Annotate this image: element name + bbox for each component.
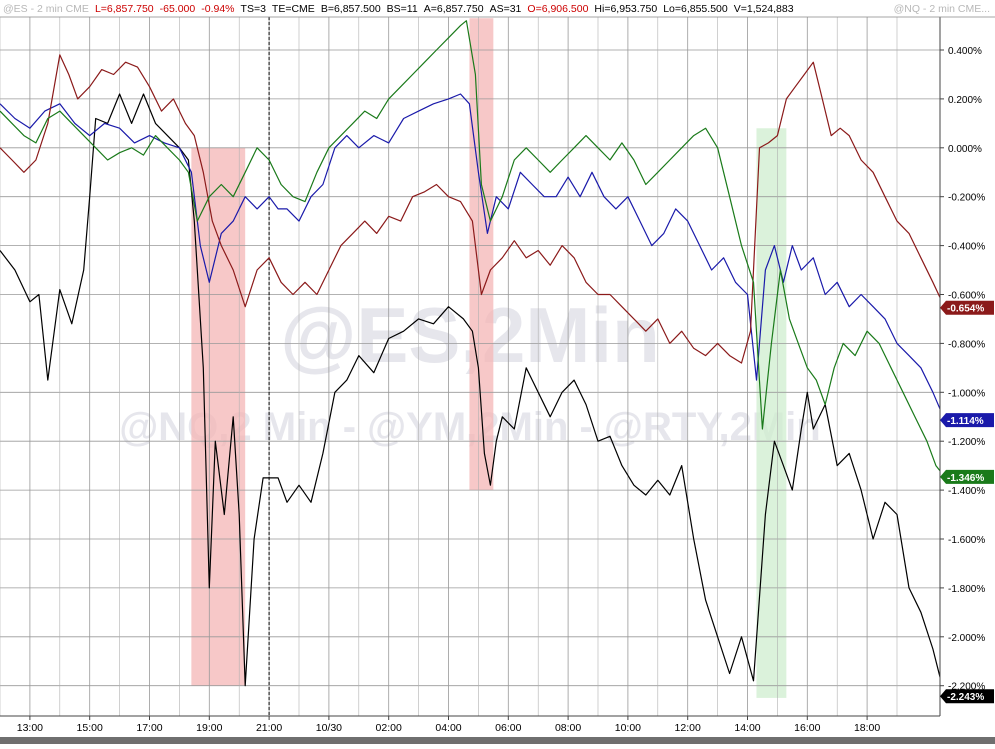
badge-bg bbox=[940, 469, 994, 484]
series-line-ym bbox=[0, 54, 946, 364]
y-tick-label: -0.800% bbox=[948, 339, 985, 350]
last-value-badge-rty: -1.346% bbox=[940, 469, 994, 484]
y-tick-label: 0.000% bbox=[948, 144, 982, 155]
x-tick-label: 19:00 bbox=[196, 722, 222, 734]
x-tick-label: 10/30 bbox=[316, 722, 342, 734]
x-tick-label: 13:00 bbox=[17, 722, 43, 734]
badge-text: -1.114% bbox=[947, 416, 984, 427]
header-field: AS=31 bbox=[490, 3, 522, 15]
x-tick-label: 16:00 bbox=[794, 722, 820, 734]
header-field: @ES - 2 min CME bbox=[3, 3, 89, 15]
header-field: O=6,906.500 bbox=[527, 3, 588, 15]
y-tick-label: -0.200% bbox=[948, 193, 985, 204]
y-tick-label: 0.400% bbox=[948, 46, 982, 57]
x-axis-scrollbar bbox=[0, 737, 995, 744]
header-field: A=6,857.750 bbox=[424, 3, 484, 15]
header-field: -65.000 bbox=[160, 3, 196, 15]
last-value-badge-es: -2.243% bbox=[940, 689, 994, 704]
x-tick-label: 17:00 bbox=[136, 722, 162, 734]
badge-text: -0.654% bbox=[947, 304, 984, 315]
header-field: TE=CME bbox=[272, 3, 315, 15]
y-tick-label: -1.800% bbox=[948, 584, 985, 595]
y-tick-label: -2.000% bbox=[948, 633, 985, 644]
x-tick-label: 06:00 bbox=[495, 722, 521, 734]
header-field: V=1,524,883 bbox=[734, 3, 794, 15]
header-field: BS=11 bbox=[387, 3, 418, 15]
x-tick-label: 21:00 bbox=[256, 722, 282, 734]
x-tick-label: 18:00 bbox=[854, 722, 880, 734]
y-tick-label: -1.600% bbox=[948, 535, 985, 546]
y-tick-label: -1.200% bbox=[948, 437, 985, 448]
header-field: B=6,857.500 bbox=[321, 3, 381, 15]
y-axis-bg bbox=[940, 17, 995, 716]
y-tick-label: -1.000% bbox=[948, 388, 985, 399]
y-tick-label: 0.200% bbox=[948, 95, 982, 106]
header-quote-text: @ES - 2 min CME L=6,857.750 -65.000 -0.94% T… bbox=[3, 3, 794, 15]
header-field: Lo=6,855.500 bbox=[663, 3, 728, 15]
highlight-band bbox=[469, 18, 494, 491]
header-right-text: @NQ - 2 min CME... bbox=[894, 3, 990, 15]
series-line-nq bbox=[0, 93, 946, 421]
x-tick-label: 02:00 bbox=[376, 722, 402, 734]
last-value-badge-ym: -0.654% bbox=[940, 300, 994, 315]
badge-bg bbox=[940, 689, 994, 704]
header-field: Hi=6,953.750 bbox=[594, 3, 657, 15]
header-bg bbox=[0, 0, 995, 17]
x-tick-label: 08:00 bbox=[555, 722, 581, 734]
y-tick-label: -1.400% bbox=[948, 486, 985, 497]
series-line-es bbox=[0, 93, 946, 697]
x-tick-label: 04:00 bbox=[435, 722, 461, 734]
grid bbox=[0, 17, 940, 716]
badge-text: -1.346% bbox=[947, 473, 984, 484]
badge-bg bbox=[940, 300, 994, 315]
y-tick-label: -2.200% bbox=[948, 682, 985, 693]
y-tick-label: -0.400% bbox=[948, 242, 985, 253]
header-bar: @ES - 2 min CME L=6,857.750 -65.000 -0.94% T… bbox=[0, 0, 995, 18]
x-tick-label: 12:00 bbox=[675, 722, 701, 734]
axes: 13:00 15:00 17:00 19:00 21:00 10/30 02:00 04:00… bbox=[0, 17, 995, 744]
last-value-badge-nq: -1.114% bbox=[940, 413, 994, 428]
x-tick-label: 14:00 bbox=[734, 722, 760, 734]
x-tick-label: 10:00 bbox=[615, 722, 641, 734]
series-lines bbox=[0, 20, 946, 697]
highlight-band bbox=[191, 147, 246, 686]
header-field: L=6,857.750 bbox=[95, 3, 154, 15]
x-tick-label: 15:00 bbox=[77, 722, 103, 734]
series-line-rty bbox=[0, 20, 946, 478]
header-field: TS=3 bbox=[241, 3, 267, 15]
y-tick-label: -0.600% bbox=[948, 291, 985, 302]
header-field: -0.94% bbox=[201, 3, 234, 15]
badge-bg bbox=[940, 413, 994, 428]
badge-text: -2.243% bbox=[947, 692, 984, 703]
